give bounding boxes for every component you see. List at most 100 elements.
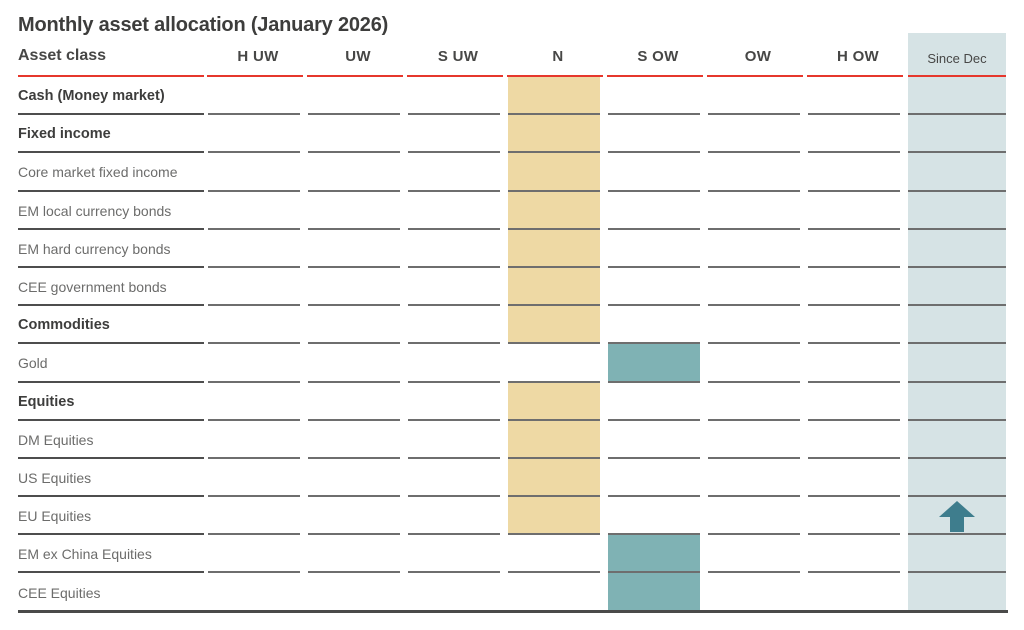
since-dec-cell: [908, 192, 1006, 230]
row-separator: [708, 421, 800, 459]
allocation-cell: [508, 420, 608, 459]
row-separator: [18, 230, 204, 268]
row-separator: [808, 535, 900, 574]
since-dec-cell: [908, 344, 1006, 383]
row-separator: [308, 573, 400, 612]
row-separator: [708, 230, 800, 268]
row-separator: [408, 115, 500, 154]
since-dec-cell: [908, 383, 1006, 421]
allocation-cell: [308, 383, 408, 421]
row-separator: [308, 459, 400, 498]
row-separator: [208, 77, 300, 116]
row-label-text: EU Equities: [18, 508, 92, 525]
row-separator: [908, 383, 1006, 421]
row-separator: [808, 497, 900, 536]
row-separator: [308, 306, 400, 345]
row-separator: [908, 573, 1006, 612]
allocation-cell: [808, 573, 908, 612]
row-separator: [208, 344, 300, 383]
row-separator: [18, 459, 204, 498]
allocation-cell: [508, 497, 608, 536]
row-label-text: Cash (Money market): [18, 88, 165, 105]
row-separator: [908, 306, 1006, 345]
row-separator: [808, 230, 900, 268]
allocation-cell: [808, 77, 908, 116]
allocation-cell: [408, 344, 508, 383]
asset-class-column-header: Asset class: [18, 47, 107, 64]
row-label-fixed-income: Fixed income: [18, 115, 208, 154]
allocation-cell: [808, 153, 908, 192]
since-dec-cell: [908, 153, 1006, 192]
since-dec-cell: [908, 268, 1006, 307]
column-header-ow: OW: [744, 48, 772, 65]
row-separator: [18, 497, 204, 536]
allocation-cell: [308, 459, 408, 498]
row-label-em-local-currency-bonds: EM local currency bonds: [18, 192, 208, 230]
row-separator: [18, 192, 204, 230]
row-separator: [708, 459, 800, 498]
allocation-marker: [508, 458, 600, 498]
row-separator: [608, 77, 700, 116]
row-separator: [18, 115, 204, 154]
row-separator: [308, 421, 400, 459]
header-underline-segment-7: [807, 75, 903, 77]
row-separator: [208, 230, 300, 268]
allocation-cell: [308, 268, 408, 307]
allocation-cell: [808, 497, 908, 536]
allocation-cell: [608, 115, 708, 154]
row-separator: [708, 344, 800, 383]
row-separator: [708, 153, 800, 192]
row-separator: [408, 459, 500, 498]
row-separator: [808, 268, 900, 307]
row-separator: [508, 535, 600, 574]
row-separator: [208, 383, 300, 421]
row-label-text: CEE Equities: [18, 584, 101, 601]
row-separator: [208, 421, 300, 459]
row-separator: [408, 383, 500, 421]
row-label-text: Gold: [18, 355, 48, 372]
row-separator: [708, 77, 800, 116]
allocation-cell: [208, 383, 308, 421]
allocation-cell: [808, 421, 908, 459]
allocation-cell: [408, 421, 508, 459]
allocation-cell: [508, 77, 608, 116]
row-separator: [608, 268, 700, 307]
row-separator: [208, 115, 300, 154]
allocation-grid: Cash (Money market) Fixed income Core mark…: [18, 77, 1006, 612]
row-separator: [708, 268, 800, 307]
row-separator: [908, 268, 1006, 307]
row-separator: [908, 115, 1006, 154]
row-label-text: EM ex China Equities: [18, 546, 152, 563]
row-separator: [308, 497, 400, 536]
allocation-cell: [308, 306, 408, 345]
row-label-cee-equities: CEE Equities: [18, 573, 208, 612]
allocation-cell: [608, 192, 708, 230]
row-separator: [808, 573, 900, 612]
allocation-cell: [608, 306, 708, 345]
row-label-em-ex-china-equities: EM ex China Equities: [18, 535, 208, 574]
allocation-cell: [608, 421, 708, 459]
row-label-cash-money-market-: Cash (Money market): [18, 77, 208, 116]
allocation-marker: [608, 344, 700, 383]
allocation-cell: [708, 459, 808, 498]
allocation-cell: [708, 268, 808, 307]
allocation-cell: [208, 344, 308, 383]
row-label-text: DM Equities: [18, 431, 94, 448]
allocation-cell: [808, 344, 908, 383]
row-label-text: Equities: [18, 393, 75, 410]
row-separator: [308, 115, 400, 154]
row-separator: [808, 192, 900, 230]
allocation-marker: [508, 306, 600, 345]
row-separator: [908, 497, 1006, 536]
since-dec-cell: [908, 459, 1006, 498]
row-separator: [408, 535, 500, 574]
allocation-cell: [708, 230, 808, 268]
allocation-cell: [208, 192, 308, 230]
row-separator: [908, 344, 1006, 383]
row-label-text: CEE government bonds: [18, 279, 167, 296]
row-label-text: EM local currency bonds: [18, 202, 172, 219]
allocation-marker: [508, 191, 600, 230]
allocation-cell: [308, 535, 408, 574]
since-dec-cell: [908, 306, 1006, 345]
row-separator: [18, 573, 204, 612]
